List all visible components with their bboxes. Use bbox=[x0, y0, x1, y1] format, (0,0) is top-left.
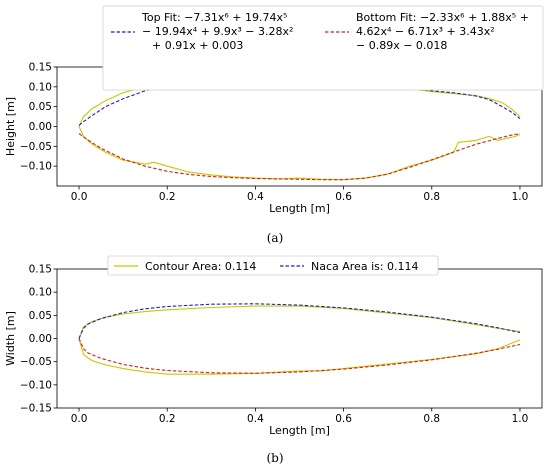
legend-label: Naca Area is: 0.114 bbox=[311, 260, 419, 273]
y-tick-label: 0.05 bbox=[29, 310, 52, 322]
legend-label: Top Fit: −7.31x⁶ + 19.74x⁵ bbox=[141, 11, 287, 24]
panel-caption: (a) bbox=[267, 231, 284, 245]
y-tick-label: 0.15 bbox=[29, 264, 52, 276]
legend-label: Contour Area: 0.114 bbox=[145, 260, 256, 273]
x-axis-label: Length [m] bbox=[269, 202, 330, 215]
legend-label: + 0.91x + 0.003 bbox=[152, 39, 243, 52]
legend-label: − 0.89x − 0.018 bbox=[356, 39, 447, 52]
series-line-1 bbox=[78, 305, 521, 339]
legend-label: − 19.94x⁴ + 9.9x³ − 3.28x² bbox=[142, 25, 293, 38]
x-tick-label: 0.8 bbox=[423, 413, 440, 425]
x-tick-label: 1.0 bbox=[512, 191, 529, 203]
legend: Contour Area: 0.114 Naca Area is: 0.114 bbox=[107, 255, 439, 276]
y-tick-label: 0.00 bbox=[29, 333, 52, 345]
x-axis-label: Length [m] bbox=[269, 424, 330, 437]
plot-area-frame bbox=[56, 268, 543, 409]
chart-a: 0.0 0.2 0.4 0.6 0.8 1.0 −0.10 −0.05 0.00 0.05 0.10… bbox=[4, 5, 544, 245]
x-tick-label: 0.2 bbox=[159, 413, 176, 425]
y-tick-label: −0.10 bbox=[20, 161, 52, 173]
y-tick-label: 0.00 bbox=[29, 121, 52, 133]
y-tick-label: 0.10 bbox=[29, 81, 52, 93]
x-tick-label: 0.6 bbox=[335, 413, 352, 425]
y-tick-label: 0.10 bbox=[29, 287, 52, 299]
series-line-4 bbox=[78, 133, 521, 181]
series-line-2 bbox=[78, 126, 521, 181]
y-tick-label: −0.15 bbox=[20, 403, 52, 415]
legend-label: Bottom Fit: −2.33x⁶ + 1.88x⁵ + bbox=[356, 11, 529, 24]
chart-b: 0.0 0.2 0.4 0.6 0.8 1.0 −0.15 −0.10 −0.05 0.00 0.0… bbox=[4, 255, 543, 465]
x-tick-label: 1.0 bbox=[512, 413, 529, 425]
y-tick-label: 0.05 bbox=[29, 101, 52, 113]
x-tick-label: 0.2 bbox=[159, 191, 176, 203]
y-axis-label: Height [m] bbox=[4, 97, 17, 156]
y-tick-label: −0.05 bbox=[20, 141, 52, 153]
x-tick-label: 0.4 bbox=[247, 413, 264, 425]
x-tick-label: 0.0 bbox=[71, 413, 88, 425]
x-tick-label: 0.8 bbox=[423, 191, 440, 203]
legend-frame bbox=[107, 255, 439, 276]
legend-label: 4.62x⁴ − 6.71x³ + 3.43x² bbox=[356, 25, 495, 38]
y-tick-label: −0.10 bbox=[20, 379, 52, 391]
series-line-4 bbox=[78, 338, 521, 374]
x-tick-label: 0.4 bbox=[247, 191, 264, 203]
panel-caption: (b) bbox=[266, 451, 283, 465]
y-axis-label: Width [m] bbox=[4, 311, 17, 366]
y-tick-label: 0.15 bbox=[29, 62, 52, 74]
legend-frame bbox=[102, 5, 544, 91]
legend: Top Fit: −7.31x⁶ + 19.74x⁵− 19.94x⁴ + 9.… bbox=[102, 5, 544, 91]
y-tick-label: −0.05 bbox=[20, 356, 52, 368]
x-tick-label: 0.6 bbox=[335, 191, 352, 203]
x-tick-label: 0.0 bbox=[71, 191, 88, 203]
series-line-3 bbox=[78, 303, 521, 339]
